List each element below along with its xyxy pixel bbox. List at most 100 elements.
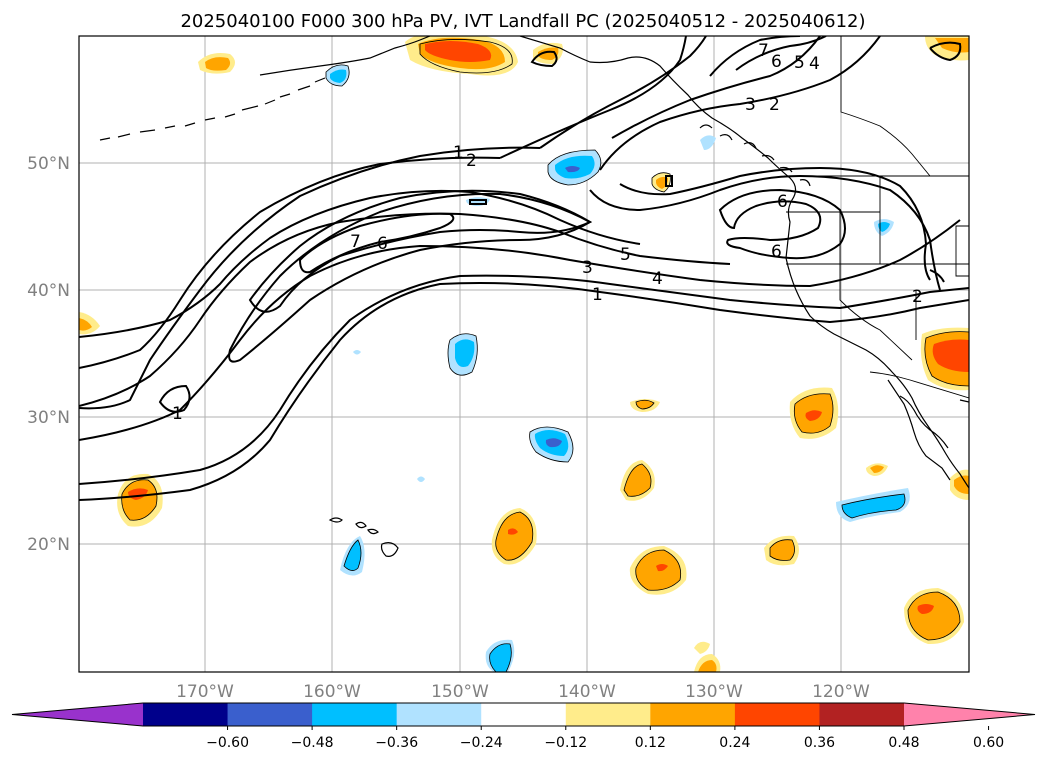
latitude-labels: 50°N 40°N 30°N 20°N [27,154,70,555]
contour-1-north [79,146,541,410]
shade-blob [489,643,512,672]
shade-blob [624,464,651,497]
coast-baja [887,379,951,481]
contour-ridge-loop-3 [589,174,941,291]
border-alaska-canada [840,36,931,177]
shade-blob [455,339,475,367]
colorbar-extension-high [904,703,1035,726]
contour-label: 4 [809,54,820,74]
contour-ridge-loop-2 [611,36,821,139]
shade-blob [932,339,969,372]
contour-4-jet [79,212,731,407]
shade-blob [353,350,361,355]
contour-cutoff-low [718,188,846,260]
shade-blob [425,41,492,62]
contour-label: 5 [794,53,805,73]
contour-small-loop-3 [665,175,673,187]
contour-label: 1 [453,143,464,163]
contour-6-inner [298,212,455,274]
contour-label: 2 [912,287,923,307]
border-states [786,176,969,361]
shade-blob [495,512,533,561]
shade-blob [656,564,668,572]
colorbar-tick-label: −0.24 [460,735,503,751]
shade-blob [508,528,518,535]
shade-blob [842,494,905,518]
lon-label-140w: 140°W [558,682,616,702]
colorbar-tick-label: 0.60 [973,735,1004,751]
colorbar-tick-label: −0.12 [544,735,587,751]
lat-label-50n: 50°N [27,154,70,174]
gridlines [79,36,969,672]
shade-blob [545,438,562,448]
coast-aleutians [99,77,326,141]
colorbar-tick-label: 0.12 [635,735,666,751]
contour-right-stub [929,269,945,283]
contour-small-loop-1 [158,384,191,413]
colorbar-outline [11,702,1036,727]
colorbar-segment [143,703,229,726]
contour-ridge-loop-4 [619,166,931,281]
colorbar-tick-label: −0.48 [291,735,334,751]
shade-blob [917,604,934,614]
shade-blob [870,465,884,473]
lon-label-120w: 120°W [812,682,870,702]
shade-blob [700,135,716,150]
colorbar-tick-label: 0.48 [888,735,919,751]
contour-label: 7 [758,41,769,61]
shade-blob [954,475,969,494]
shade-blob [330,69,347,83]
contour-1-south [79,282,969,501]
shade-blob [79,318,92,331]
shade-blob [908,592,960,640]
shade-blob [878,222,890,232]
contour-label: 2 [466,151,477,171]
border-mexico [869,371,969,399]
colorbar-segment [819,703,905,726]
coast-bc-islands [699,124,811,187]
colorbar-segment [481,703,567,726]
map-title: 2025040100 F000 300 hPa PV, IVT Landfall… [180,11,865,32]
coast-mexico [959,399,969,403]
contour-label: 1 [172,404,183,424]
contour-right-7 [929,41,962,62]
lon-label-130w: 130°W [685,682,743,702]
colorbar-tick-label: −0.36 [375,735,418,751]
lon-label-150w: 150°W [431,682,489,702]
coast-hawaii [328,517,399,557]
shade-blob [121,479,157,521]
contour-5-jet [79,189,641,338]
shade-blob [205,57,231,71]
pv-outline-contours [121,39,969,672]
colorbar-segment [312,703,398,726]
shade-blob [538,47,559,60]
colorbar-segment [734,703,820,726]
colorbar-segment [396,703,482,726]
contour-2-south [79,274,969,485]
contour-label: 6 [377,234,388,254]
shade-blob [417,476,425,482]
contour-6-outer [248,189,593,313]
contour-label: 4 [652,269,663,289]
colorbar-segment [650,703,736,726]
contour-label: 7 [350,232,361,252]
contour-label: 2 [769,95,780,115]
colorbar-segment [227,703,313,726]
lat-label-40n: 40°N [27,281,70,301]
contour-labels: 1 2 3 4 5 6 7 1 2 3 4 5 6 7 1 2 6 6 [172,41,923,424]
colorbar: −0.60 −0.48 −0.36 −0.24 −0.12 0.12 0.24 0.36 0.4… [11,702,1036,751]
contour-2-north [79,156,501,369]
coast-alaska [259,36,969,489]
contour-small-loop-2 [530,50,558,68]
contour-label: 6 [771,52,782,72]
lat-label-30n: 30°N [27,408,70,428]
map-background [79,36,969,672]
contour-label: 6 [771,242,782,262]
colorbar-tick-label: −0.60 [206,735,249,751]
contour-label: 6 [777,192,788,212]
lon-label-160w: 160°W [303,682,361,702]
shade-blob [344,540,361,571]
colorbar-extension-low [12,703,143,726]
map-frame [78,35,970,673]
